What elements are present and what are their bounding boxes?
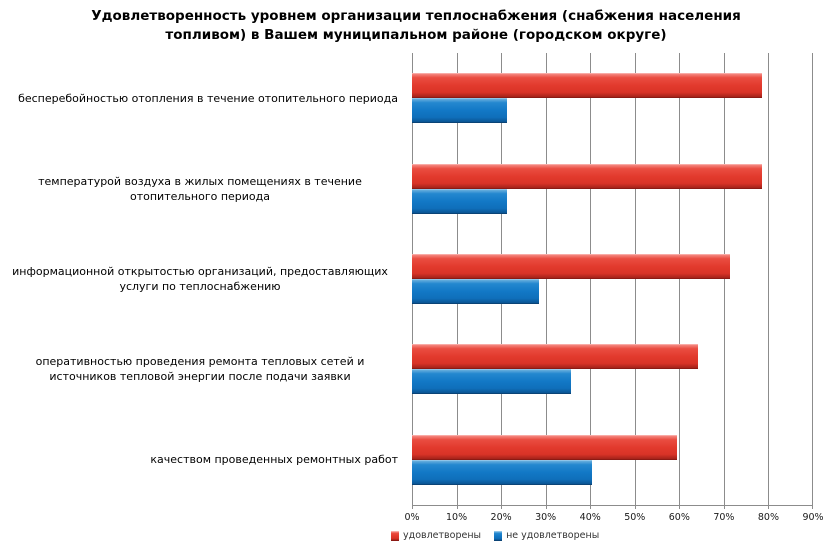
x-axis-tick-label: 90% [802,512,824,523]
bar-unsatisfied [412,459,593,485]
bar-group [412,415,813,505]
gridline [545,53,547,505]
category-label: информационной открытостью организаций, … [12,264,388,293]
x-axis-tick-label: 70% [713,512,735,523]
x-axis-tick-label: 40% [579,512,601,523]
axis-tick [634,505,636,509]
category-label: температурой воздуха в жилых помещениях … [38,174,362,203]
chart-title: Удовлетворенность уровнем организации те… [91,8,741,43]
category-label-row: информационной открытостью организаций, … [0,234,405,324]
category-label: качеством проведенных ремонтных работ [150,453,398,467]
legend-label: удовлетворены [403,530,482,541]
axis-tick [590,505,592,509]
gridline [679,53,681,505]
category-label-row: оперативностью проведения ремонта теплов… [0,324,405,414]
gridline [768,53,770,505]
x-axis-tick-label: 50% [624,512,646,523]
bar-satisfied [412,434,678,460]
bar-satisfied [412,73,763,99]
axis-tick [412,505,413,509]
legend-entry: не удовлетворены [494,530,599,541]
bar-group [412,324,813,414]
gridline [634,53,636,505]
bar-unsatisfied [412,188,508,214]
axis-tick [545,505,547,509]
category-axis: бесперебойностью отопления в течение ото… [0,53,405,505]
bar-group [412,53,813,143]
category-label: оперативностью проведения ремонта теплов… [35,355,365,384]
x-axis-tick-label: 60% [668,512,690,523]
axis-tick [679,505,681,509]
bar-group [412,143,813,233]
gridline [723,53,725,505]
legend: удовлетворены не удовлетворены [391,530,599,541]
x-axis-tick-label: 30% [535,512,557,523]
legend-swatch [494,530,503,541]
x-axis-tick-label: 10% [445,512,468,523]
category-label-row: качеством проведенных ремонтных работ [0,415,405,505]
bar-group [412,234,813,324]
bar-unsatisfied [412,369,572,395]
bar-satisfied [412,163,763,189]
category-label-row: температурой воздуха в жилых помещениях … [0,143,405,233]
axis-tick [456,505,458,509]
axis-tick [501,505,503,509]
x-axis-tick-label: 20% [490,512,512,523]
axis-tick [768,505,770,509]
bar-unsatisfied [412,98,508,124]
bar-satisfied [412,344,699,370]
bar-satisfied [412,253,731,279]
bars-layer [412,53,813,505]
axis-tick [812,505,813,509]
x-axis-tick-label: 80% [757,512,779,523]
plot-area: 0% 10% 20% 30% 40% 50% 60% 70% 80% 90% [404,53,824,523]
x-axis-tick-label: 0% [404,512,420,523]
bar-unsatisfied [412,278,540,304]
category-label: бесперебойностью отопления в течение ото… [18,91,398,105]
axis-tick [723,505,725,509]
legend-entry: удовлетворены [391,530,481,541]
legend-label: не удовлетворены [506,530,600,541]
gridline [590,53,592,505]
legend-swatch [391,530,399,541]
category-label-row: бесперебойностью отопления в течение ото… [0,53,405,143]
gridline [812,53,813,505]
